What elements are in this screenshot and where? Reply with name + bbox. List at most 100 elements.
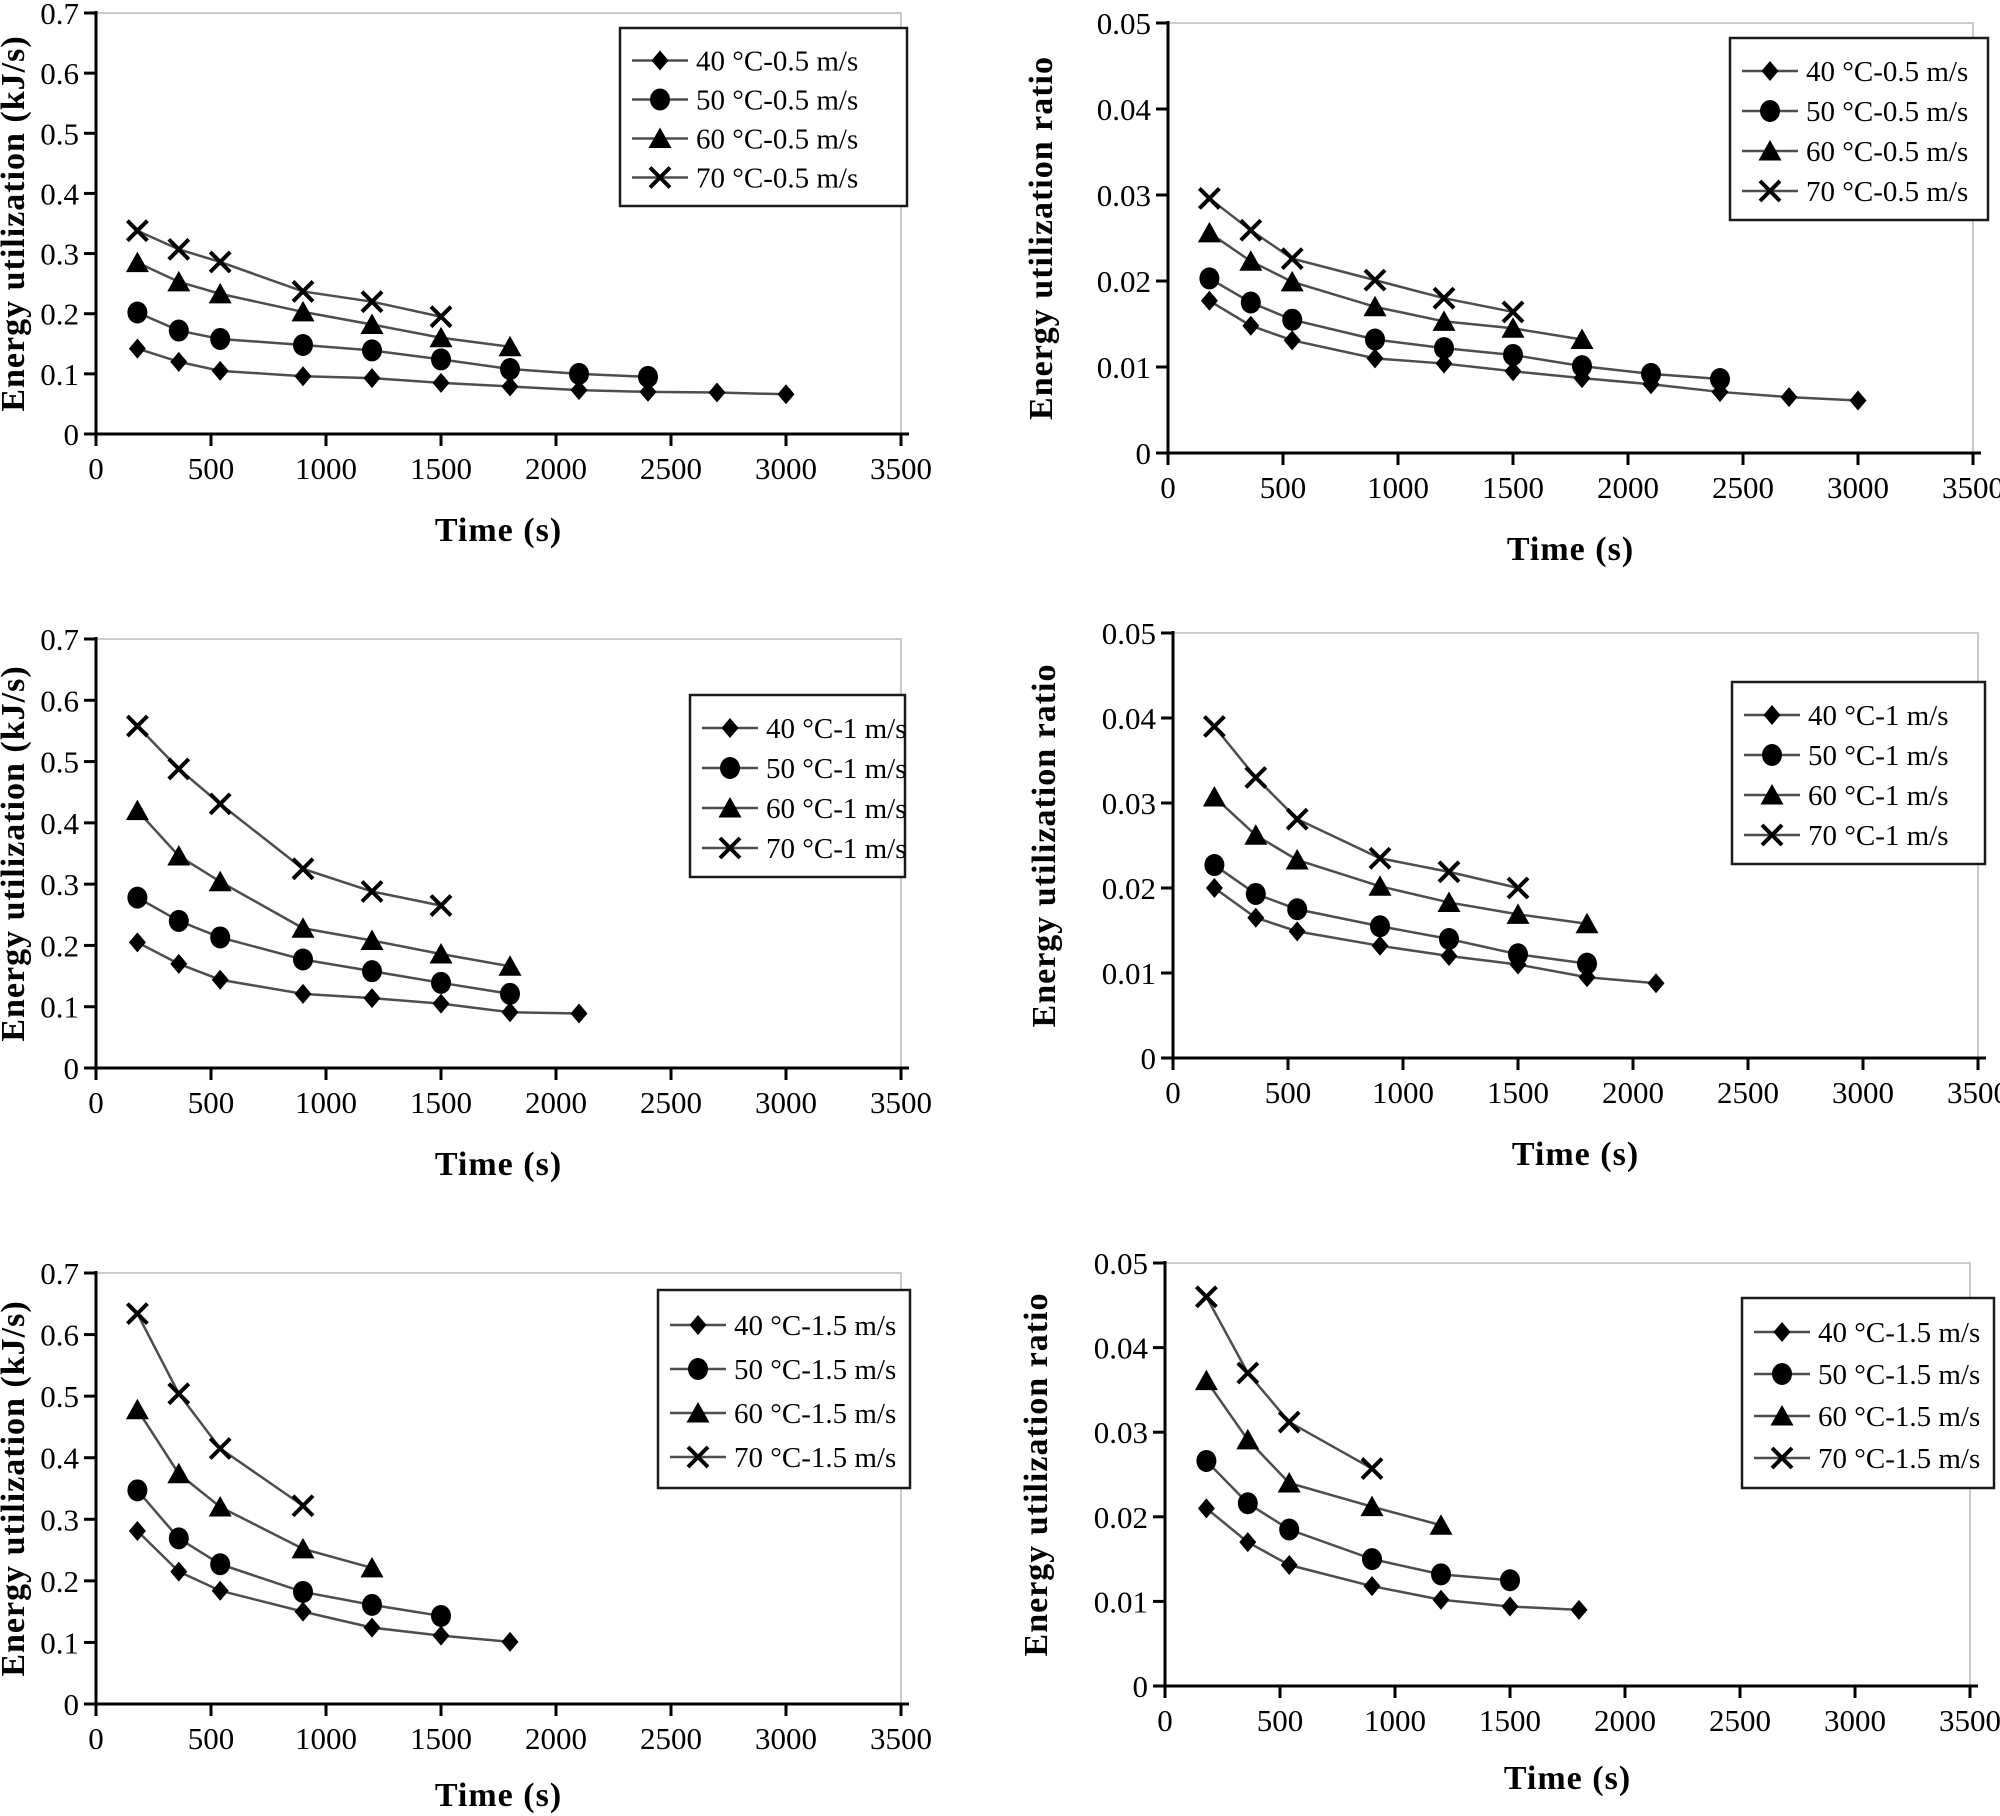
- series-50-c-0.5-m-s: [1199, 267, 1730, 391]
- marker-x: [125, 1302, 149, 1326]
- x-tick-label: 2500: [1709, 1703, 1771, 1738]
- legend-item-label: 60 °C-1.5 m/s: [734, 1398, 896, 1430]
- legend-item: 70 °C-1.5 m/s: [670, 1442, 896, 1474]
- marker-triangle: [1770, 1405, 1794, 1426]
- series-line: [1208, 299, 1859, 402]
- marker-diamond: [1200, 290, 1218, 311]
- series-line: [136, 1313, 304, 1507]
- marker-x: [208, 792, 232, 816]
- y-tick-label: 0.5: [40, 116, 79, 151]
- legend-item-label: 40 °C-1.5 m/s: [734, 1310, 896, 1342]
- marker-diamond: [1239, 1532, 1257, 1553]
- marker-triangle: [1432, 310, 1456, 331]
- y-tick-label: 0.05: [1094, 1246, 1148, 1281]
- marker-diamond: [432, 1625, 450, 1646]
- x-tick-label: 3000: [1832, 1075, 1894, 1110]
- y-tick-label: 0.01: [1094, 1584, 1148, 1619]
- legend-item-label: 50 °C-1 m/s: [766, 753, 907, 785]
- marker-x: [648, 166, 672, 189]
- x-tick-label: 2000: [1602, 1075, 1664, 1110]
- marker-diamond: [432, 993, 450, 1014]
- marker-x: [1360, 1457, 1384, 1480]
- x-tick-label: 2000: [525, 451, 587, 486]
- legend: 40 °C-1.5 m/s 50 °C-1.5 m/s 60 °C-1.5 m/s 7…: [1740, 1296, 1996, 1490]
- y-tick-labels: 0 0.01 0.02 0.03 0.04 0.05: [1094, 1246, 1165, 1704]
- x-axis-label: Time (s): [435, 1146, 562, 1183]
- marker-x: [208, 250, 232, 274]
- y-tick-label: 0.05: [1097, 6, 1151, 41]
- series-40-c-1.5-m-s: [128, 1520, 519, 1652]
- legend-item-label: 60 °C-1.5 m/s: [1818, 1401, 1980, 1433]
- x-axis-label: Time (s): [435, 1777, 562, 1814]
- marker-x: [1758, 179, 1782, 203]
- marker-triangle: [718, 797, 742, 818]
- legend-item-label: 50 °C-0.5 m/s: [1806, 96, 1968, 128]
- marker-circle: [362, 1593, 382, 1616]
- x-axis-label: Time (s): [1504, 1760, 1631, 1797]
- legend-item-label: 70 °C-1.5 m/s: [734, 1442, 896, 1474]
- marker-circle: [1204, 854, 1225, 877]
- x-tick-label: 3000: [755, 451, 817, 486]
- marker-diamond: [1247, 907, 1265, 928]
- y-tick-label: 0.4: [40, 1441, 79, 1476]
- series-50-c-1-m-s: [127, 886, 520, 1005]
- y-axis-label: Energy utilization (kJ/s): [0, 35, 32, 411]
- marker-circle: [431, 971, 451, 994]
- y-tick-labels: 0 0.1 0.2 0.3 0.4 0.5 0.6 0.7: [40, 0, 96, 452]
- x-tick-label: 3500: [1947, 1075, 2000, 1110]
- x-axis-label: Time (s): [435, 512, 562, 549]
- axes: [94, 11, 909, 436]
- marker-diamond: [294, 366, 312, 387]
- marker-circle: [1762, 744, 1782, 766]
- marker-diamond: [211, 360, 229, 381]
- x-tick-label: 1000: [295, 1721, 357, 1756]
- x-tick-label: 2500: [640, 451, 702, 486]
- x-tick-labels: 0 500 1000 1500 2000 2500 3000 3500: [1157, 1686, 2000, 1738]
- y-tick-label: 0.1: [40, 357, 79, 392]
- chart-panel-energy-utilization-ratio-0.5ms: 0 500 1000 1500 2000 2500 3000 3500 0 0.01 0.02 0.0…: [1023, 6, 2000, 568]
- series-line: [136, 896, 511, 996]
- marker-circle: [1641, 362, 1661, 385]
- marker-x: [1506, 876, 1530, 900]
- marker-circle: [168, 1527, 189, 1550]
- marker-circle: [1279, 1518, 1300, 1541]
- marker-circle: [168, 319, 189, 342]
- marker-triangle: [648, 127, 672, 148]
- marker-circle: [500, 358, 520, 381]
- legend-item-label: 70 °C-0.5 m/s: [1806, 176, 1968, 208]
- marker-diamond: [294, 1601, 312, 1622]
- x-tick-labels: 0 500 1000 1500 2000 2500 3000 3500: [88, 1704, 932, 1756]
- legend-item-label: 50 °C-1.5 m/s: [1818, 1359, 1980, 1391]
- marker-circle: [1434, 337, 1454, 360]
- marker-circle: [1508, 943, 1528, 966]
- legend-item-label: 50 °C-0.5 m/s: [696, 85, 858, 117]
- x-tick-label: 2000: [525, 1085, 587, 1120]
- series-line: [1208, 277, 1721, 381]
- marker-circle: [431, 348, 451, 371]
- legend-item: 50 °C-1 m/s: [1744, 740, 1949, 772]
- legend-item: 50 °C-0.5 m/s: [632, 85, 858, 117]
- legend-item: 60 °C-0.5 m/s: [1742, 136, 1968, 168]
- marker-circle: [1287, 898, 1308, 921]
- marker-diamond: [708, 382, 726, 403]
- marker-diamond: [1363, 1576, 1381, 1597]
- legend: 40 °C-0.5 m/s 50 °C-0.5 m/s 60 °C-0.5 m/s 7…: [1728, 36, 1990, 222]
- y-tick-label: 0.3: [40, 867, 79, 902]
- y-tick-label: 0.2: [40, 1564, 79, 1599]
- marker-triangle: [1506, 903, 1530, 924]
- marker-triangle: [1575, 912, 1599, 934]
- marker-circle: [638, 365, 658, 388]
- marker-triangle: [1360, 1495, 1384, 1517]
- marker-diamond: [570, 380, 588, 401]
- series-70-c-0.5-m-s: [1197, 187, 1525, 324]
- marker-x: [1202, 715, 1226, 738]
- x-tick-label: 3500: [870, 1085, 932, 1120]
- y-axis-label: Energy utilization (kJ/s): [0, 1300, 32, 1676]
- marker-triangle: [1236, 1428, 1260, 1450]
- x-axis-label: Time (s): [1507, 531, 1634, 568]
- x-tick-label: 1500: [1482, 470, 1544, 505]
- marker-x: [1277, 1410, 1301, 1434]
- marker-circle: [1362, 1548, 1382, 1571]
- marker-circle: [650, 88, 670, 111]
- marker-triangle: [686, 1402, 710, 1423]
